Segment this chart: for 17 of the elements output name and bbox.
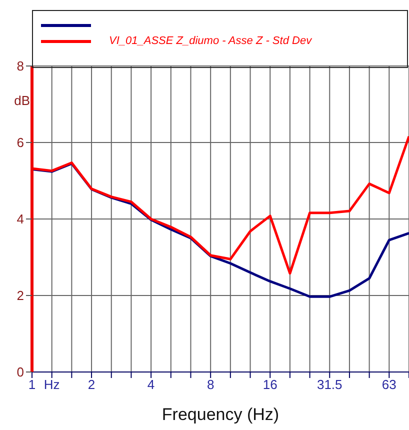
x-tick-label: Hz [44, 377, 60, 392]
y-tick-label: 6 [16, 135, 24, 150]
x-tick-label: 63 [382, 377, 396, 392]
x-tick-label: 4 [147, 377, 155, 392]
y-tick-label: 2 [16, 288, 24, 304]
y-tick-label: 8 [16, 58, 24, 74]
x-tick-label: 2 [88, 377, 96, 392]
y-axis-title: dB [14, 93, 30, 108]
x-tick-label: 31.5 [316, 377, 342, 392]
legend-label: VI_01_ASSE Z_diumo - Asse Z - Std Dev [109, 35, 312, 47]
y-tick-label: 0 [16, 364, 24, 380]
x-tick-label: 16 [262, 377, 278, 392]
x-tick-label: 8 [206, 377, 214, 392]
y-tick-label: 4 [16, 212, 24, 227]
x-axis-title: Frequency (Hz) [162, 405, 280, 424]
line-series [32, 135, 409, 275]
x-tick-label: 1 [28, 377, 36, 392]
